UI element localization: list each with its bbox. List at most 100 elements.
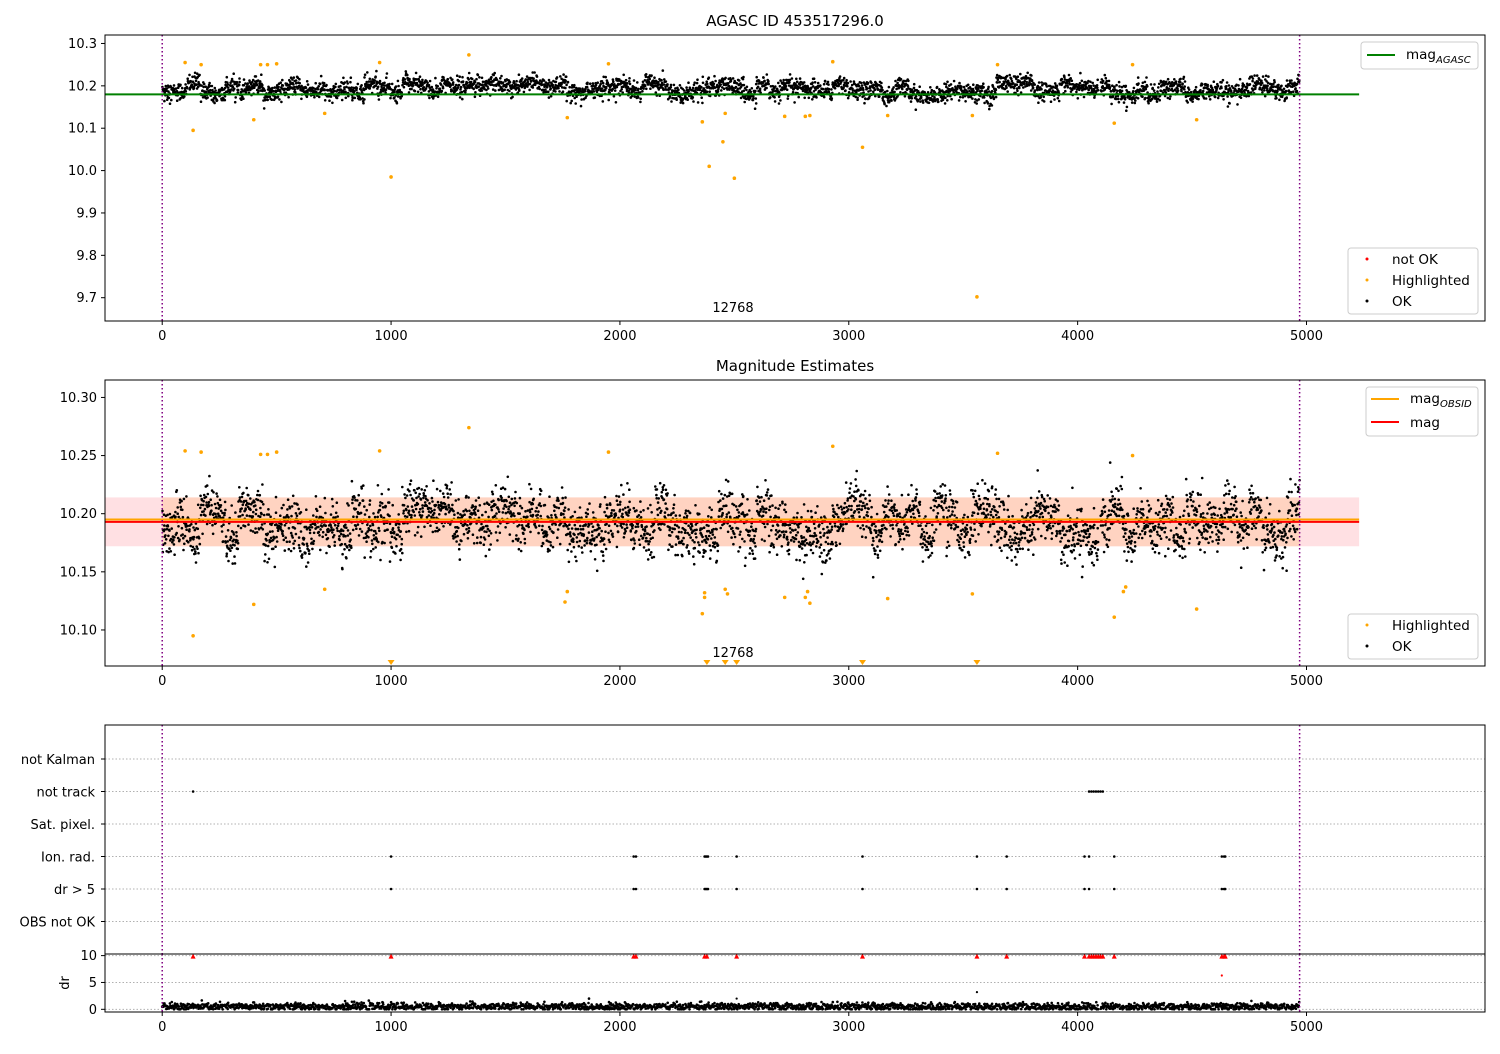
ok-point [440,83,443,86]
ok-point [386,528,389,531]
ok-point [475,499,478,502]
ok-point [202,510,205,513]
ok-point [767,80,770,83]
ok-point [262,528,265,531]
ok-point [507,476,510,479]
ok-point [404,78,407,81]
ok-point [1165,91,1168,94]
ok-point [541,545,544,548]
ok-point [1183,85,1186,88]
ok-point [1197,98,1200,101]
ok-point [231,547,234,550]
ok-point [203,494,206,497]
ok-point [555,506,558,509]
ok-point [1123,101,1126,104]
ok-point [569,543,572,546]
ok-point [907,85,910,88]
ok-point [509,501,512,504]
ok-point [298,547,301,550]
ok-point [461,91,464,94]
ok-point [244,525,247,528]
ok-point [670,84,673,87]
ok-point [660,79,663,82]
ok-point [474,513,477,516]
ok-point [205,501,208,504]
ok-point [488,548,491,551]
ok-point [880,82,883,85]
ok-point [260,73,263,76]
ok-point [518,524,521,527]
ok-point [1125,109,1128,112]
ok-point [913,87,916,90]
ok-point [439,87,442,90]
ok-point [332,505,335,508]
ok-point [391,83,394,86]
ok-point [983,102,986,105]
ok-point [1010,78,1013,81]
ok-point [388,83,391,86]
ok-point [481,514,484,517]
y-tick-label: 9.8 [76,249,97,264]
ok-point [335,512,338,515]
ok-point [962,96,965,99]
ok-point [193,87,196,90]
ok-point [303,537,306,540]
ok-point [593,90,596,93]
ok-point [455,499,458,502]
ok-point [566,525,569,528]
ok-point [882,96,885,99]
ok-point [500,497,503,500]
ok-point [1137,97,1140,100]
ok-point [173,543,176,546]
y-tick-label: 10.1 [68,122,97,137]
ok-point [758,79,761,82]
y-tick-label: 9.9 [76,206,97,221]
ok-point [788,81,791,84]
ok-point [247,523,250,526]
ok-point [1254,86,1257,89]
ok-point [967,84,970,87]
ok-point [391,535,394,538]
ok-point [208,475,211,478]
ok-point [1169,98,1172,101]
ok-point [379,559,382,562]
ok-point [1013,87,1016,90]
ok-point [213,102,216,105]
ok-point [1228,84,1231,87]
ok-point [467,496,470,499]
ok-point [1220,81,1223,84]
ok-point [494,515,497,518]
ok-point [860,82,863,85]
ok-point [410,516,413,519]
ok-point [221,530,224,533]
ok-point [286,508,289,511]
ok-point [170,527,173,530]
ok-point [466,82,469,85]
ok-point [446,487,449,490]
ok-point [488,503,491,506]
ok-point [273,537,276,540]
ok-point [233,539,236,542]
ok-point [1053,98,1056,101]
ok-point [294,91,297,94]
ok-point [209,498,212,501]
ok-point [433,512,436,515]
ok-point [549,528,552,531]
ok-point [1184,80,1187,83]
ok-point [1294,87,1297,90]
ok-point [900,78,903,81]
ok-point [944,97,947,100]
ok-point [928,102,931,105]
ok-point [186,525,189,528]
ok-point [719,83,722,86]
ok-point [1109,86,1112,89]
ok-point [278,98,281,101]
ok-point [1202,90,1205,93]
ok-point [819,84,822,87]
highlighted-point [803,115,807,119]
ok-point [336,97,339,100]
ok-point [343,88,346,91]
highlighted-point [975,295,979,299]
ok-point [538,502,541,505]
ok-point [197,528,200,531]
